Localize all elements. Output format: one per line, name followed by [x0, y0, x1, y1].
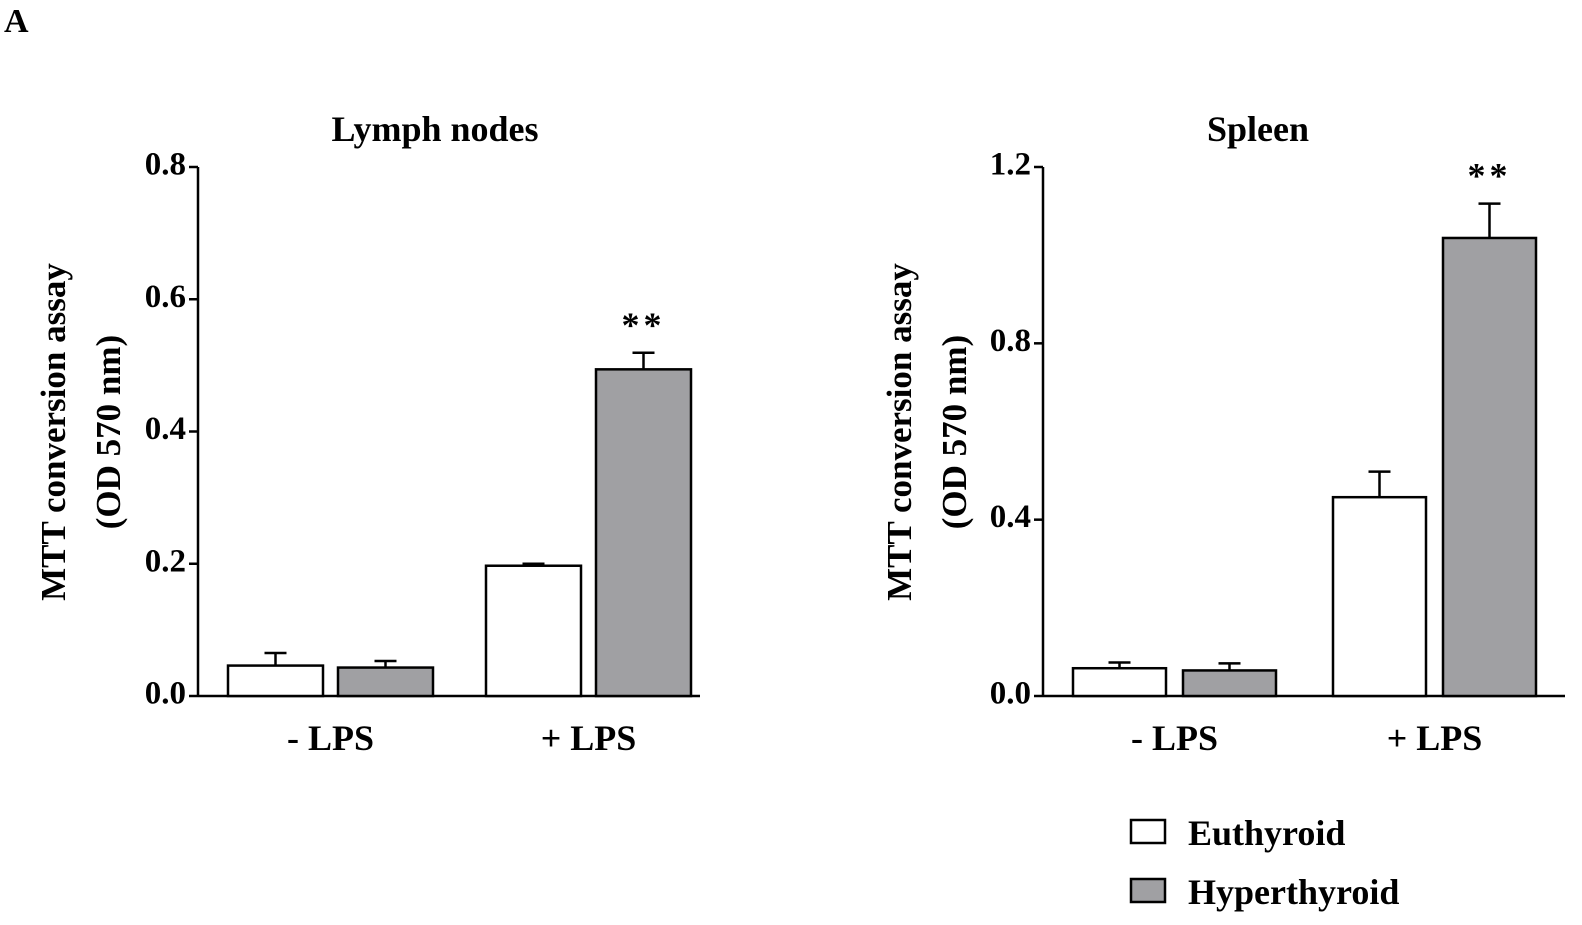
y-axis-label-line-1: (OD 570 nm) — [89, 335, 128, 529]
bar-hyperthyroid-0 — [336, 666, 435, 698]
y-tick-label: 0.4 — [990, 499, 1031, 535]
y-tick-label: 1.2 — [990, 147, 1031, 183]
y-tick-label: 0.8 — [145, 147, 186, 183]
significance-marker: ** — [1468, 156, 1512, 196]
bar-euthyroid-0 — [226, 664, 325, 698]
legend-swatch-euthyroid — [1129, 818, 1167, 845]
significance-marker: ** — [622, 305, 666, 345]
legend: Euthyroid Hyperthyroid — [1129, 813, 1399, 912]
bar-euthyroid-1 — [1331, 495, 1428, 698]
y-axis-label-line-0: MTT conversion assay — [34, 263, 73, 601]
x-category-label: + LPS — [541, 718, 637, 758]
panel-letter: A — [4, 3, 29, 40]
legend-label-euthyroid: Euthyroid — [1188, 813, 1345, 853]
y-tick-label: 0.2 — [145, 543, 186, 579]
bar-hyperthyroid-0 — [1181, 669, 1278, 698]
chart-title: Spleen — [1207, 109, 1309, 149]
bar-euthyroid-1 — [484, 564, 583, 698]
chart-title: Lymph nodes — [331, 109, 538, 149]
y-tick-label: 0.0 — [145, 676, 186, 712]
bar-euthyroid-0 — [1071, 666, 1168, 698]
y-axis-label-line-0: MTT conversion assay — [880, 263, 919, 601]
x-category-label: - LPS — [287, 718, 374, 758]
x-category-label: + LPS — [1387, 718, 1483, 758]
legend-swatch-hyperthyroid — [1129, 877, 1167, 904]
y-tick-label: 0.8 — [990, 323, 1031, 359]
y-tick-label: 0.6 — [145, 279, 186, 315]
y-tick-label: 0.0 — [990, 676, 1031, 712]
bar-hyperthyroid-1 — [1441, 236, 1538, 698]
bar-hyperthyroid-1 — [594, 368, 693, 698]
charts: Lymph nodes MTT conversion assay (OD 570 n… — [34, 109, 1565, 758]
x-category-label: - LPS — [1131, 718, 1218, 758]
chart-1: Spleen MTT conversion assay (OD 570 nm) 0.0… — [880, 109, 1565, 758]
chart-0: Lymph nodes MTT conversion assay (OD 570 n… — [34, 109, 700, 758]
y-tick-label: 0.4 — [145, 411, 186, 447]
legend-label-hyperthyroid: Hyperthyroid — [1188, 872, 1399, 912]
y-axis-label-line-1: (OD 570 nm) — [935, 335, 974, 529]
